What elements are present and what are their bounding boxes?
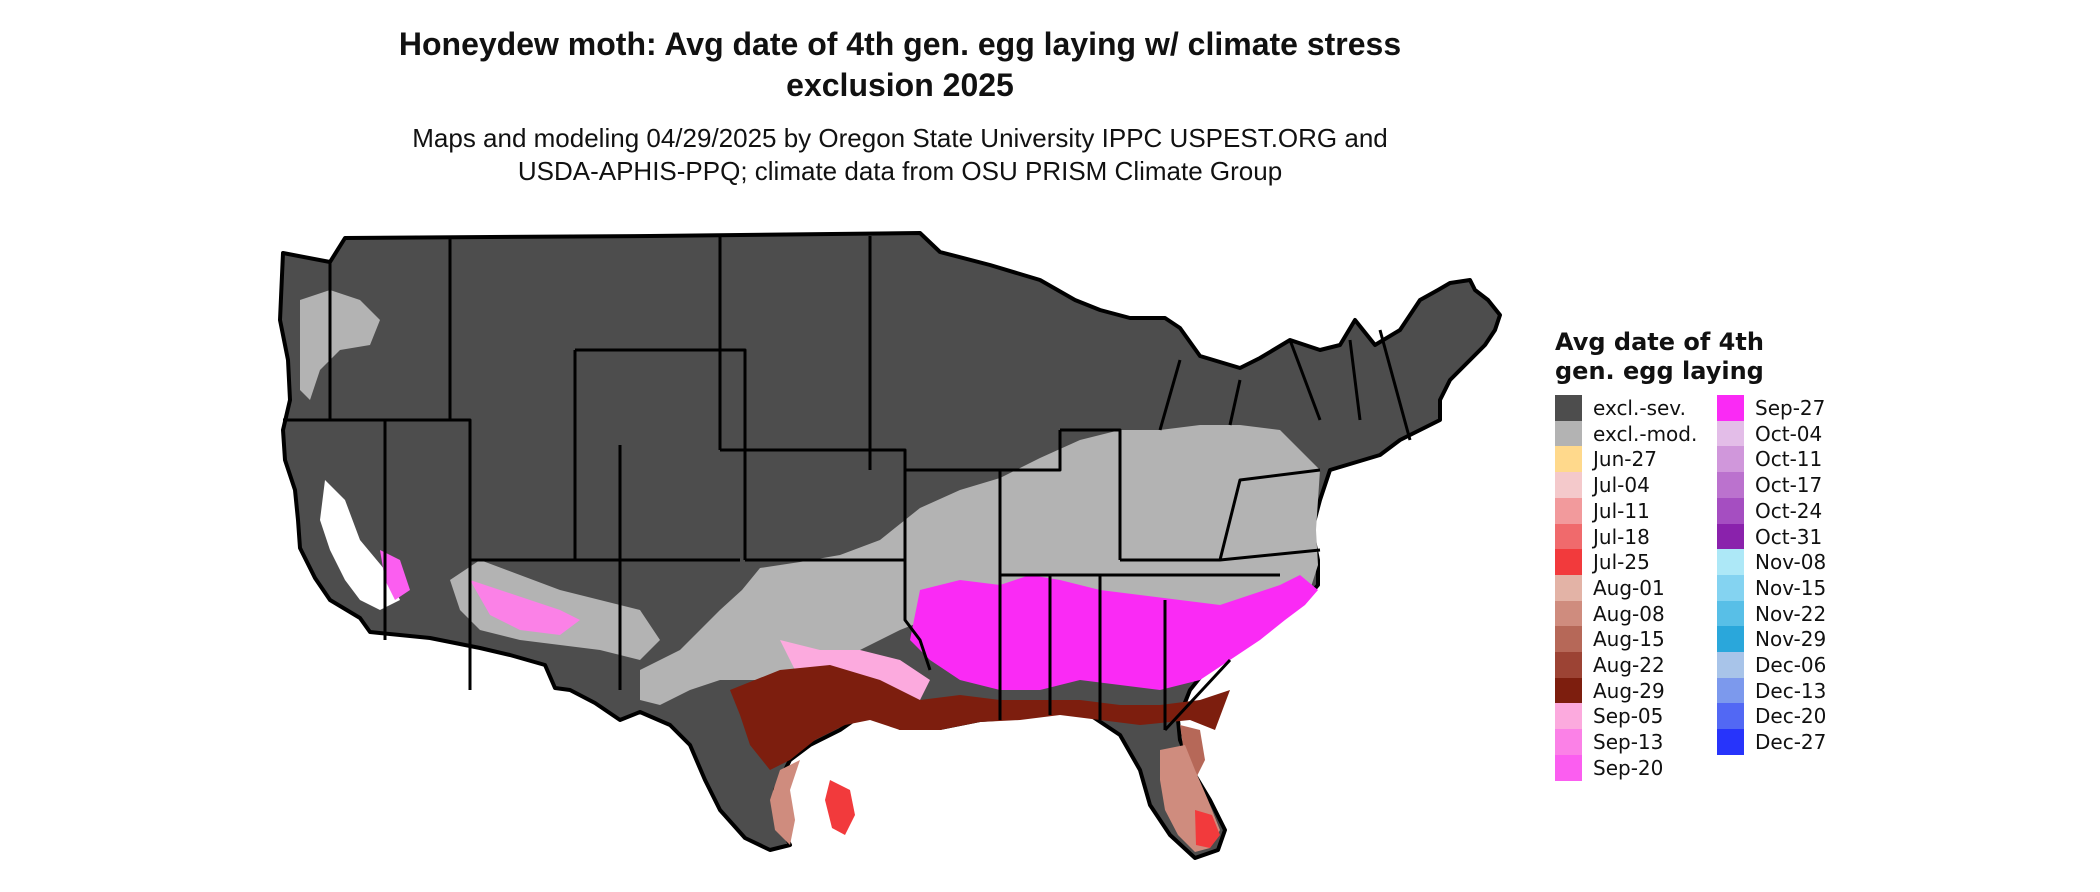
legend-swatch <box>1717 472 1744 499</box>
zone-sep-light <box>780 640 930 700</box>
legend-swatch <box>1717 395 1744 421</box>
legend-swatch <box>1555 549 1582 576</box>
legend-label: Dec-20 <box>1755 704 1827 729</box>
legend-label: Jul-18 <box>1593 524 1650 549</box>
legend-swatch <box>1717 652 1744 678</box>
legend-swatch <box>1555 446 1582 473</box>
legend-swatch <box>1555 677 1582 704</box>
legend-swatch <box>1717 677 1744 704</box>
legend-label: Nov-22 <box>1755 601 1827 626</box>
legend-swatch <box>1717 446 1744 473</box>
legend-swatch <box>1555 395 1582 421</box>
legend-swatch <box>1717 626 1744 653</box>
legend-label: Jun-27 <box>1593 447 1657 472</box>
legend-label: Oct-24 <box>1755 498 1823 523</box>
zone-california-sep <box>380 550 410 600</box>
zone-aug-late <box>730 665 1230 770</box>
map-subtitle: Maps and modeling 04/29/2025 by Oregon S… <box>330 122 1470 188</box>
legend-swatch <box>1555 497 1582 524</box>
zone-aug-early <box>770 760 800 845</box>
legend-label: Aug-15 <box>1593 627 1665 652</box>
legend-label: Jul-04 <box>1593 473 1650 498</box>
legend-swatch <box>1717 497 1744 524</box>
legend-label: Oct-04 <box>1755 421 1823 446</box>
zone-jul-florida <box>1195 810 1220 848</box>
legend-swatch <box>1717 703 1744 730</box>
legend-title-line-2: gen. egg laying <box>1555 357 1764 385</box>
legend-label: Jul-11 <box>1593 498 1650 523</box>
legend-swatch <box>1717 420 1744 447</box>
legend-label: Sep-27 <box>1755 396 1826 420</box>
moderate-exclusion-band <box>640 425 1320 705</box>
legend-swatch <box>1555 754 1582 781</box>
legend-label: Dec-27 <box>1755 730 1827 755</box>
legend-label: Sep-05 <box>1593 704 1664 729</box>
legend-swatch <box>1717 729 1744 756</box>
legend-swatch <box>1555 574 1582 601</box>
legend-label: Oct-11 <box>1755 447 1823 472</box>
legend-label: Sep-13 <box>1593 730 1664 755</box>
legend-label: Jul-25 <box>1593 550 1650 575</box>
legend-swatch <box>1717 523 1744 550</box>
title-line-1: Honeydew moth: Avg date of 4th gen. egg … <box>398 26 1402 62</box>
moderate-exclusion-west <box>300 290 380 400</box>
subtitle-line-2: USDA-APHIS-PPQ; climate data from OSU PR… <box>517 156 1283 186</box>
legend-label: Dec-13 <box>1755 678 1827 703</box>
title-line-2: exclusion 2025 <box>786 67 1014 103</box>
legend-swatch <box>1555 703 1582 730</box>
legend-swatch <box>1555 472 1582 499</box>
state-borders <box>283 236 1412 732</box>
legend-swatch <box>1555 523 1582 550</box>
legend-label: excl.-mod. <box>1593 421 1698 446</box>
legend-label: Nov-29 <box>1755 627 1827 652</box>
legend-label: excl.-sev. <box>1593 396 1686 420</box>
legend: excl.-sev. excl.-mod. Jun-27 Jul-04 Jul-11 Ju… <box>1555 395 1875 795</box>
subtitle-line-1: Maps and modeling 04/29/2025 by Oregon S… <box>412 123 1388 153</box>
legend-label: Oct-31 <box>1755 524 1823 549</box>
legend-swatch <box>1555 420 1582 447</box>
legend-label: Nov-15 <box>1755 575 1827 600</box>
legend-swatch <box>1717 549 1744 576</box>
legend-label: Dec-06 <box>1755 653 1827 677</box>
zone-aug-mid <box>1180 725 1205 780</box>
legend-label: Aug-22 <box>1593 653 1665 677</box>
legend-swatch <box>1555 729 1582 756</box>
legend-label: Oct-17 <box>1755 473 1823 498</box>
legend-label: Nov-08 <box>1755 550 1827 575</box>
zone-arizona-sep <box>470 580 580 635</box>
legend-label: Aug-29 <box>1593 678 1665 703</box>
zone-sep <box>910 575 1318 690</box>
zone-california-light <box>320 480 400 610</box>
map-title: Honeydew moth: Avg date of 4th gen. egg … <box>330 24 1470 106</box>
legend-swatch <box>1717 574 1744 601</box>
zone-jul-texas <box>825 780 855 835</box>
legend-label: Sep-20 <box>1593 755 1664 780</box>
legend-label: Aug-01 <box>1593 575 1665 600</box>
legend-swatch <box>1555 652 1582 678</box>
legend-swatch <box>1555 626 1582 653</box>
legend-label: Aug-08 <box>1593 601 1665 626</box>
legend-swatch <box>1555 600 1582 627</box>
legend-title: Avg date of 4th gen. egg laying <box>1555 328 1764 386</box>
legend-swatch <box>1717 600 1744 627</box>
legend-title-line-1: Avg date of 4th <box>1555 328 1764 356</box>
